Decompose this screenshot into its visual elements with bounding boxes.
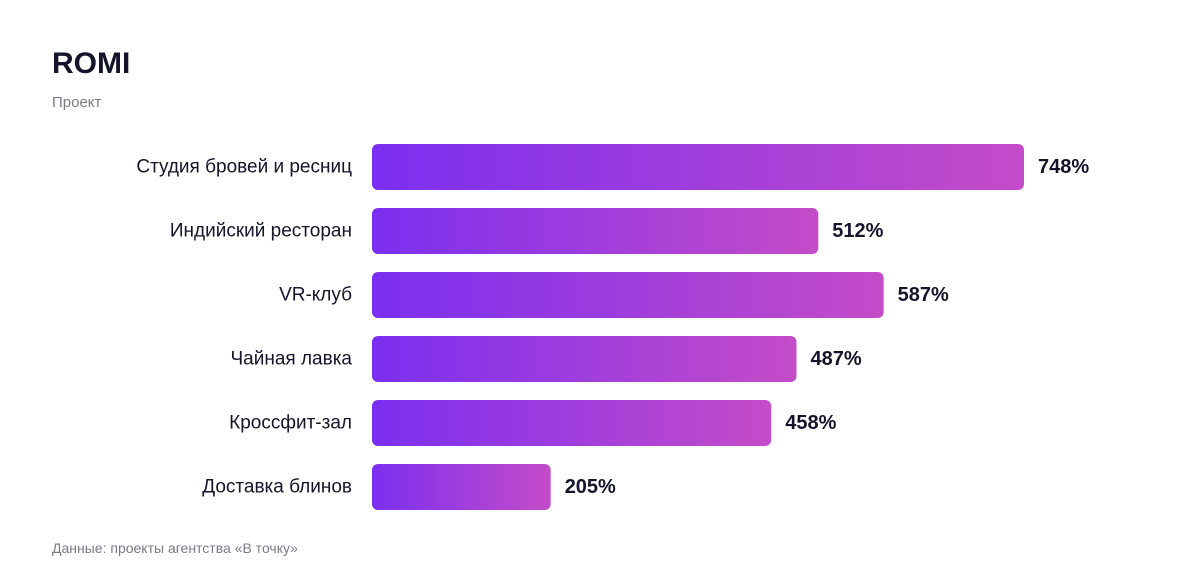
value-label: 748% [1038, 156, 1089, 178]
bar [372, 144, 1024, 190]
value-label: 487% [810, 348, 861, 370]
category-label: Доставка блинов [202, 477, 352, 498]
category-label: Студия бровей и ресниц [136, 157, 352, 178]
value-label: 587% [898, 284, 949, 306]
category-label: Индийский ресторан [170, 221, 352, 242]
category-label: Кроссфит-зал [229, 413, 352, 434]
value-label: 205% [565, 476, 616, 498]
bar [372, 464, 551, 510]
category-label: Чайная лавка [230, 349, 352, 370]
category-label: VR-клуб [279, 285, 352, 306]
bar [372, 272, 884, 318]
value-label: 512% [832, 220, 883, 242]
chart-subtitle: Проект [52, 94, 102, 111]
chart-title: ROMI [52, 47, 131, 80]
bar [372, 400, 772, 446]
value-label: 458% [785, 412, 836, 434]
bars-group: Студия бровей и ресниц 748% Индийский рест… [136, 144, 1089, 510]
chart-source: Данные: проекты агентства «В точку» [52, 540, 298, 556]
bar [372, 336, 797, 382]
bar [372, 208, 819, 254]
